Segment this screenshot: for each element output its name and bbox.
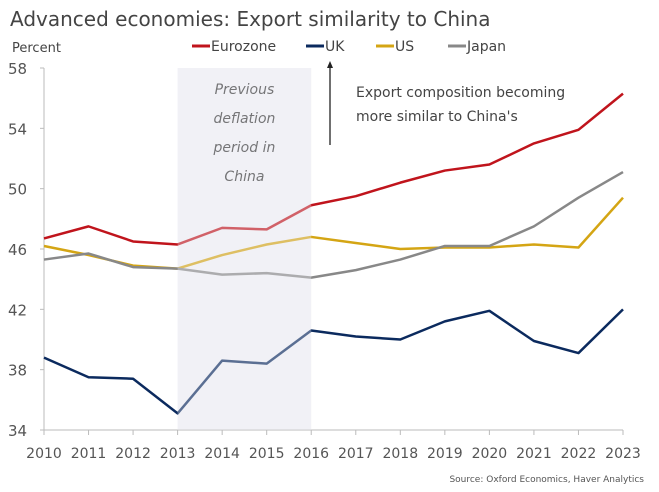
- x-tick-label: 2021: [516, 446, 552, 462]
- x-tick-label: 2015: [249, 446, 285, 462]
- legend-label: US: [395, 39, 414, 55]
- y-tick-label: 34: [8, 422, 27, 440]
- x-tick-label: 2022: [561, 446, 597, 462]
- shaded-region-label-line: Previous: [215, 82, 275, 98]
- series-line-japan: [43, 170, 624, 279]
- series-line-eurozone: [43, 92, 624, 246]
- shaded-region-label-line: period in: [213, 140, 276, 156]
- legend-label: Eurozone: [211, 39, 276, 55]
- chart-title: Advanced economies: Export similarity to…: [10, 7, 491, 31]
- legend-label: UK: [325, 39, 345, 55]
- y-axis-label: Percent: [12, 41, 61, 56]
- shaded-region-overlay: [177, 68, 312, 430]
- legend-label: Japan: [466, 39, 506, 55]
- series-lines: [43, 92, 624, 415]
- x-tick-label: 2013: [160, 446, 196, 462]
- x-tick-label: 2014: [204, 446, 240, 462]
- x-tick-label: 2018: [382, 446, 418, 462]
- axes: 34 38 42 46 50 54 58 2010 2011 2012 2013 2014 2015 20…: [8, 60, 641, 462]
- source-note: Source: Oxford Economics, Haver Analytic…: [449, 475, 644, 485]
- y-tick-label: 50: [8, 181, 27, 199]
- x-tick-label: 2017: [338, 446, 374, 462]
- x-tick-label: 2012: [115, 446, 151, 462]
- x-tick-label: 2011: [71, 446, 107, 462]
- y-tick-label: 38: [8, 362, 27, 380]
- annotation-line: more similar to China's: [356, 109, 518, 125]
- x-tick-label: 2023: [605, 446, 641, 462]
- x-tick-label: 2016: [293, 446, 329, 462]
- series-line-us: [43, 196, 624, 270]
- arrowhead-icon: [327, 61, 333, 68]
- shaded-region-label-line: deflation: [213, 111, 275, 127]
- annotation: Export composition becoming more similar …: [356, 85, 565, 125]
- y-tick-label: 42: [8, 301, 27, 319]
- x-tick-label: 2020: [472, 446, 508, 462]
- y-tick-label: 58: [8, 60, 27, 78]
- series-line-uk: [43, 308, 624, 415]
- x-tick-label: 2010: [26, 446, 62, 462]
- x-tick-label: 2019: [427, 446, 463, 462]
- legend: Eurozone UK US Japan: [192, 39, 506, 55]
- shaded-region-label-line: China: [224, 169, 264, 185]
- y-tick-label: 46: [8, 241, 27, 259]
- shaded-region-label: Previous deflation period in China: [213, 82, 276, 185]
- annotation-line: Export composition becoming: [356, 85, 565, 101]
- y-tick-label: 54: [8, 120, 27, 138]
